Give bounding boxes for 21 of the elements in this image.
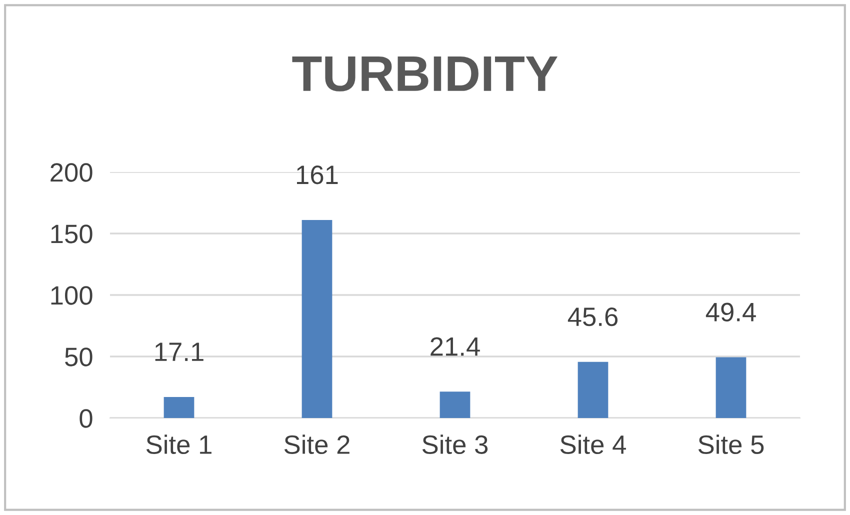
- x-tick-label: Site 5: [698, 434, 764, 454]
- x-tick-label: Site 3: [422, 434, 488, 454]
- bar: [716, 357, 746, 418]
- data-label: 21.4: [430, 337, 480, 356]
- data-label: 49.4: [706, 302, 756, 322]
- bar: [440, 392, 470, 418]
- x-tick-label: Site 2: [284, 434, 350, 454]
- y-tick-label: 0: [80, 409, 92, 428]
- x-tick-label: Site 1: [146, 434, 212, 454]
- data-label: 45.6: [568, 307, 618, 326]
- bar: [302, 220, 332, 418]
- x-tick-label: Site 4: [560, 434, 626, 454]
- y-tick-label: 200: [50, 163, 92, 182]
- y-tick-label: 100: [51, 286, 92, 305]
- data-label: 17.1: [155, 342, 204, 361]
- y-tick-label: 150: [51, 224, 92, 244]
- bar: [578, 362, 608, 418]
- y-tick-label: 50: [65, 348, 92, 366]
- data-label: 161: [297, 166, 338, 184]
- chart-title: TURBIDITY: [292, 56, 558, 92]
- bar: [164, 396, 194, 418]
